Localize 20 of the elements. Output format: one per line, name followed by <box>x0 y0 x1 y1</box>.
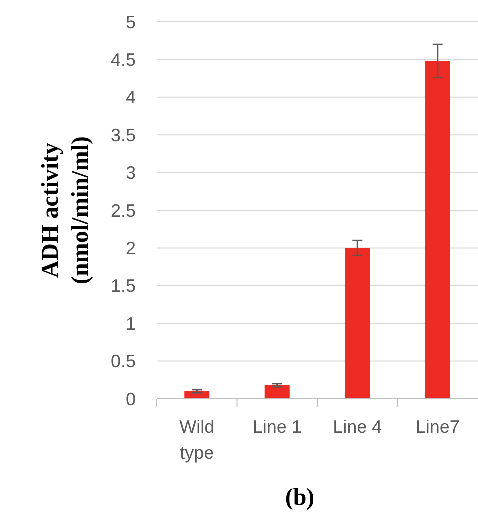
y-tick-label: 0 <box>126 389 136 410</box>
y-tick-label: 2.5 <box>110 200 136 221</box>
bar <box>264 385 290 399</box>
x-tick-label: Wild type <box>180 417 215 463</box>
y-tick-label: 1.5 <box>110 276 136 296</box>
y-tick-label: 0.5 <box>110 352 136 372</box>
bar <box>425 61 450 399</box>
y-tick-label: 5 <box>126 12 136 32</box>
bar <box>345 248 370 399</box>
y-tick-label: 4.5 <box>110 50 136 70</box>
y-tick-label: 2 <box>126 238 136 258</box>
x-tick-label: Line 1 <box>252 417 302 437</box>
y-tick-label: 3.5 <box>110 125 136 146</box>
x-tick-label: Line7 <box>416 417 460 437</box>
y-axis-title: ADH activity (nmol/min/ml) <box>38 136 94 284</box>
y-tick-label: 4 <box>126 88 136 108</box>
text: (b) <box>285 485 315 511</box>
y-tick-label: 1 <box>126 314 136 334</box>
x-tick-label: Line 4 <box>333 417 382 437</box>
y-tick-label: 3 <box>126 163 136 184</box>
